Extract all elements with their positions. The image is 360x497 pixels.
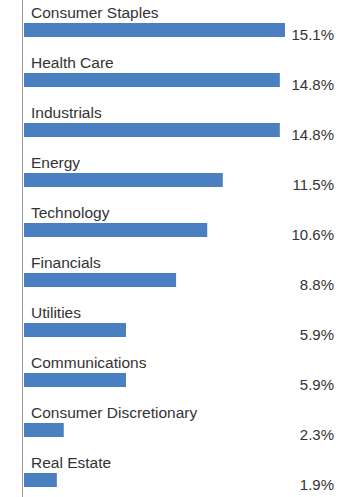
data-label: 11.5% bbox=[293, 176, 334, 193]
data-label: 14.8% bbox=[291, 126, 334, 143]
category-label: Communications bbox=[31, 354, 147, 371]
data-label: 8.8% bbox=[300, 276, 334, 293]
bars bbox=[24, 23, 285, 487]
chart-svg: Consumer Staples 15.1% Health Care 14.8% Ind… bbox=[0, 0, 360, 497]
bar bbox=[24, 323, 126, 337]
category-label: Industrials bbox=[31, 104, 102, 121]
category-label: Consumer Staples bbox=[31, 4, 159, 21]
bar bbox=[24, 223, 207, 237]
bar bbox=[24, 23, 285, 37]
chart-container: Consumer Staples 15.1% Health Care 14.8% Ind… bbox=[0, 0, 360, 497]
baseline bbox=[22, 0, 23, 497]
bar bbox=[24, 423, 64, 437]
bar bbox=[24, 73, 280, 87]
data-label: 5.9% bbox=[300, 376, 334, 393]
bar bbox=[24, 373, 126, 387]
category-label: Real Estate bbox=[31, 454, 111, 471]
data-label: 10.6% bbox=[291, 226, 334, 243]
data-label: 14.8% bbox=[291, 76, 334, 93]
category-label: Utilities bbox=[31, 304, 81, 321]
data-label: 15.1% bbox=[291, 26, 334, 43]
labels: Consumer Staples 15.1% Health Care 14.8% Ind… bbox=[31, 4, 334, 493]
category-label: Consumer Discretionary bbox=[31, 404, 197, 421]
category-label: Health Care bbox=[31, 54, 114, 71]
category-label: Financials bbox=[31, 254, 101, 271]
category-label: Technology bbox=[31, 204, 110, 221]
bar bbox=[24, 273, 176, 287]
data-label: 5.9% bbox=[300, 326, 334, 343]
bar bbox=[24, 173, 223, 187]
bar bbox=[24, 123, 280, 137]
category-label: Energy bbox=[31, 154, 80, 171]
data-label: 2.3% bbox=[300, 426, 334, 443]
data-label: 1.9% bbox=[300, 476, 334, 493]
bar bbox=[24, 473, 57, 487]
